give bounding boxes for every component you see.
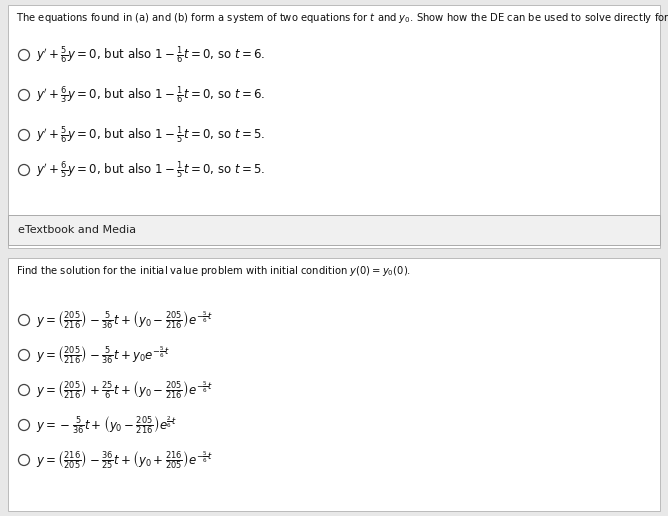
FancyBboxPatch shape [8, 5, 660, 248]
Text: $y' + \frac{6}{5}y = 0$, but also $1 - \frac{1}{5}t = 0$, so $t = 5$.: $y' + \frac{6}{5}y = 0$, but also $1 - \… [36, 159, 265, 181]
Text: $y = \left(\frac{205}{216}\right) + \frac{25}{6}t + \left(y_0 - \frac{205}{216}\: $y = \left(\frac{205}{216}\right) + \fra… [36, 379, 213, 401]
Text: $y' + \frac{6}{3}y = 0$, but also $1 - \frac{1}{6}t = 0$, so $t = 6$.: $y' + \frac{6}{3}y = 0$, but also $1 - \… [36, 84, 265, 106]
Text: Find the solution for the initial value problem with initial condition $y(0) = y: Find the solution for the initial value … [16, 264, 411, 278]
Text: $y' + \frac{5}{6}y = 0$, but also $1 - \frac{1}{6}t = 0$, so $t = 6$.: $y' + \frac{5}{6}y = 0$, but also $1 - \… [36, 44, 265, 66]
Text: $y = -\frac{5}{36}t + \left(y_0 - \frac{205}{216}\right)e^{\frac{2}{6}t}$: $y = -\frac{5}{36}t + \left(y_0 - \frac{… [36, 414, 177, 436]
FancyBboxPatch shape [8, 258, 660, 511]
Text: $y = \left(\frac{216}{205}\right) - \frac{36}{25}t + \left(y_0 + \frac{216}{205}: $y = \left(\frac{216}{205}\right) - \fra… [36, 449, 213, 471]
Text: $y = \left(\frac{205}{216}\right) - \frac{5}{36}t + \left(y_0 - \frac{205}{216}\: $y = \left(\frac{205}{216}\right) - \fra… [36, 309, 213, 331]
Text: The equations found in (a) and (b) form a system of two equations for $t$ and $y: The equations found in (a) and (b) form … [16, 11, 668, 25]
FancyBboxPatch shape [8, 215, 660, 245]
Text: eTextbook and Media: eTextbook and Media [18, 225, 136, 235]
Text: $y = \left(\frac{205}{216}\right) - \frac{5}{36}t + y_0 e^{-\frac{5}{6}t}$: $y = \left(\frac{205}{216}\right) - \fra… [36, 344, 170, 366]
Text: $y' + \frac{5}{6}y = 0$, but also $1 - \frac{1}{5}t = 0$, so $t = 5$.: $y' + \frac{5}{6}y = 0$, but also $1 - \… [36, 124, 265, 146]
